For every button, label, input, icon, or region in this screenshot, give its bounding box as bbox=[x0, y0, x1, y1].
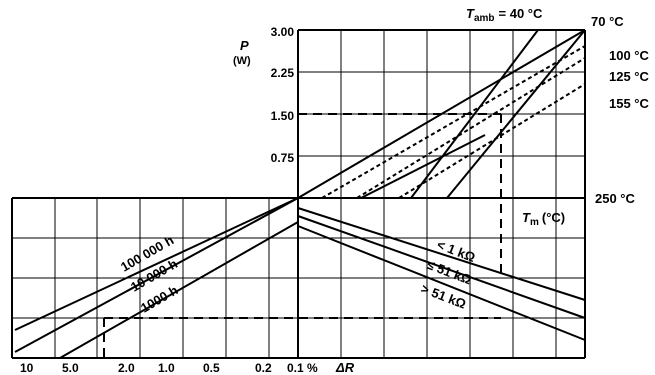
y-tick-label: 3.00 bbox=[271, 25, 295, 39]
y-tick-label: 0.75 bbox=[271, 151, 295, 165]
y-tick-label: 1.50 bbox=[271, 109, 295, 123]
y-axis-unit: (W) bbox=[233, 55, 251, 67]
derating-line bbox=[321, 45, 586, 199]
series-label-250: 250 °C bbox=[595, 191, 636, 206]
chart-curves bbox=[14, 29, 586, 359]
lifetime-line bbox=[59, 221, 299, 359]
y-axis-label: P bbox=[240, 38, 249, 53]
x-axis-label-tm: Tm (°C) bbox=[522, 210, 565, 228]
x-tick-label: 0.5 bbox=[203, 361, 220, 375]
resistance-line bbox=[297, 215, 586, 319]
resistance-line bbox=[297, 207, 586, 301]
y-tick-label: 2.25 bbox=[271, 66, 295, 80]
ambient-label: Tamb = 40 °C bbox=[466, 6, 543, 24]
resistance-line bbox=[297, 225, 586, 341]
x-axis-label-delta-r: ΔR bbox=[335, 360, 355, 375]
x-tick-label: 10 bbox=[20, 361, 34, 375]
lifetime-line bbox=[14, 197, 299, 353]
resistance-label-gt51k: > 51 kΩ bbox=[419, 281, 468, 312]
example-path bbox=[103, 113, 502, 358]
derating-line bbox=[356, 57, 586, 199]
lifetime-line bbox=[14, 197, 299, 331]
series-label-125: 125 °C bbox=[609, 69, 650, 84]
series-label-155: 155 °C bbox=[609, 96, 650, 111]
derating-line bbox=[360, 134, 486, 199]
series-label-100: 100 °C bbox=[609, 48, 650, 63]
derating-line bbox=[410, 29, 539, 199]
series-label-70: 70 °C bbox=[591, 14, 624, 29]
derating-line bbox=[398, 83, 586, 199]
x-tick-label: 0.1 % bbox=[287, 361, 318, 375]
x-tick-label: 0.2 bbox=[255, 361, 272, 375]
x-tick-label: 1.0 bbox=[158, 361, 175, 375]
derating-line bbox=[446, 29, 586, 199]
x-tick-label: 5.0 bbox=[62, 361, 79, 375]
x-tick-label: 2.0 bbox=[118, 361, 135, 375]
